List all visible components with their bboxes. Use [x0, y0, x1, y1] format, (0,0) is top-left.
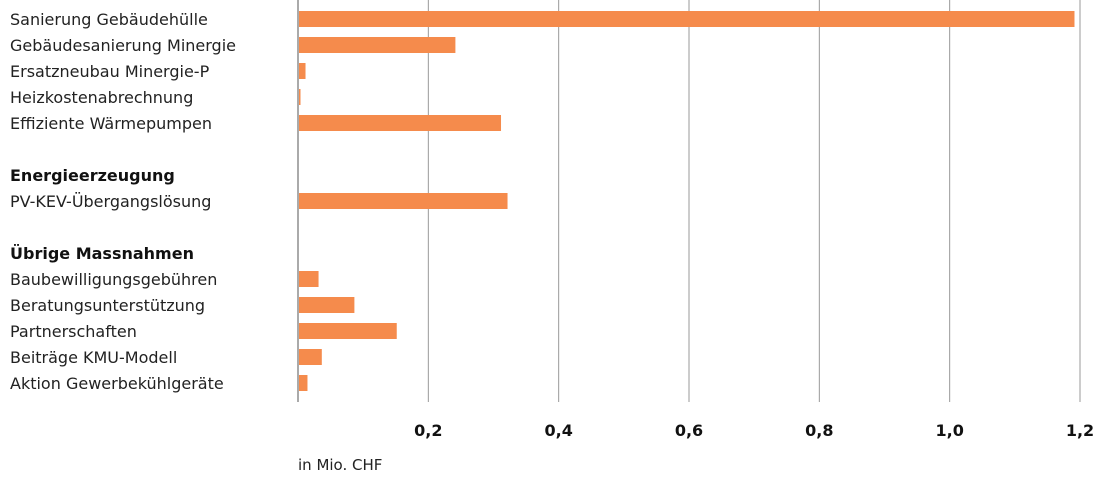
category-label: Heizkostenabrechnung: [10, 88, 193, 107]
x-tick-label: 0,4: [544, 421, 572, 440]
bar: [299, 89, 301, 105]
category-label: Gebäudesanierung Minergie: [10, 36, 236, 55]
category-label: Beratungsunterstützung: [10, 296, 205, 315]
category-label: Effiziente Wärmepumpen: [10, 114, 212, 133]
x-tick-labels: 0,2 0,4 0,6 0,8 1,0 1,2: [414, 421, 1094, 440]
x-tick-label: 0,2: [414, 421, 442, 440]
x-tick-label: 0,6: [675, 421, 703, 440]
x-tick-label: 0,8: [805, 421, 833, 440]
group-heading: Energieerzeugung: [10, 166, 175, 185]
category-label: Sanierung Gebäudehülle: [10, 10, 208, 29]
category-label: Baubewilligungsgebühren: [10, 270, 217, 289]
category-labels: Sanierung Gebäudehülle Gebäudesanierung M…: [10, 10, 236, 393]
category-label: Partnerschaften: [10, 322, 137, 341]
category-label: Beiträge KMU-Modell: [10, 348, 177, 367]
group-heading: Übrige Massnahmen: [10, 244, 194, 263]
category-label: Aktion Gewerbekühlgeräte: [10, 374, 224, 393]
bar: [299, 271, 319, 287]
category-label: Ersatzneubau Minergie-P: [10, 62, 210, 81]
x-tick-label: 1,2: [1066, 421, 1094, 440]
bar: [299, 375, 308, 391]
x-tick-label: 1,0: [935, 421, 963, 440]
grid-lines: [297, 0, 1081, 402]
bar: [299, 297, 355, 313]
bar: [299, 37, 456, 53]
bars: [299, 11, 1075, 391]
bar: [299, 63, 306, 79]
bar: [299, 193, 508, 209]
bar: [299, 349, 322, 365]
bar: [299, 11, 1075, 27]
bar: [299, 115, 502, 131]
bar: [299, 323, 397, 339]
category-label: PV-KEV-Übergangslösung: [10, 192, 211, 211]
x-axis-unit-label: in Mio. CHF: [298, 456, 382, 474]
